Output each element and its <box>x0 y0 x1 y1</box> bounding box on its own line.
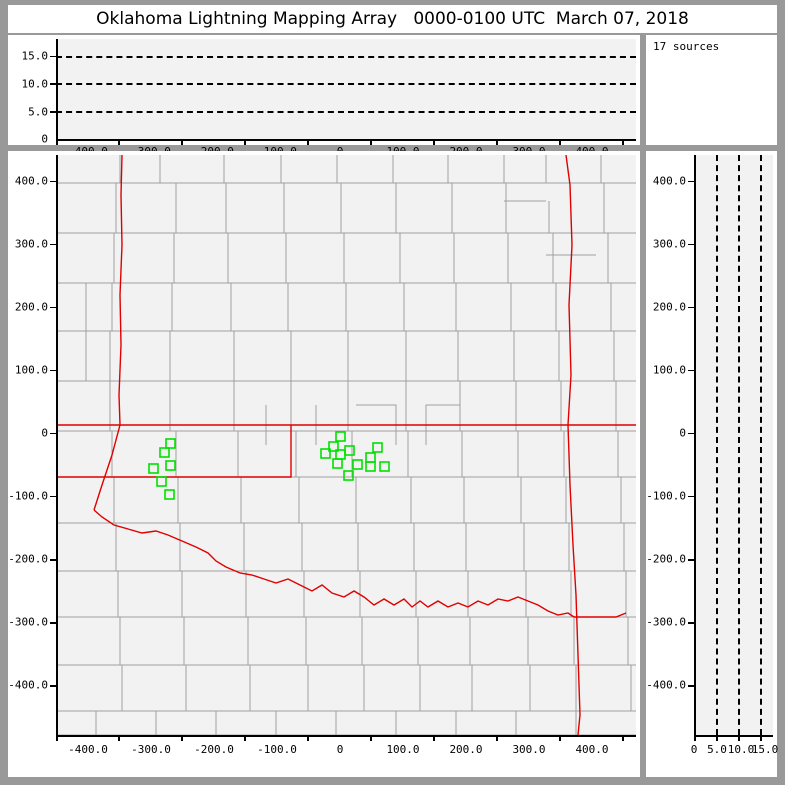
right-ytick-200: 200.0 <box>652 300 686 314</box>
right-xtick-0: 0 <box>690 743 698 756</box>
right-ytick-100: 100.0 <box>652 363 686 377</box>
top-x-axis <box>56 139 636 141</box>
map-ytick--400: -400.0 <box>8 678 48 692</box>
gridline-x-5 <box>715 155 718 735</box>
map-xtick-400: 400.0 <box>575 743 609 756</box>
map-xtick-300: 300.0 <box>512 743 546 756</box>
map-ytick-0: 0 <box>41 426 48 440</box>
right-ytick--300: -300.0 <box>646 615 686 629</box>
top-ytick-0: 0 <box>41 132 48 146</box>
right-altitude-panel: 400.0 300.0 200.0 100.0 0 -100.0 -200.0 … <box>646 151 779 777</box>
map-ytick--300: -300.0 <box>8 615 48 629</box>
right-xtick-5: 5.0 <box>707 743 727 756</box>
gridline-x-15 <box>759 155 762 735</box>
map-ytick-200: 200.0 <box>14 300 48 314</box>
top-altitude-panel: 15.0 10.0 5.0 0 -400.0 -300.0 -200.0 -10… <box>8 35 640 158</box>
map-ytick-300: 300.0 <box>14 237 48 251</box>
source-count-label: 17 sources <box>653 40 720 53</box>
right-ytick--100: -100.0 <box>646 489 686 503</box>
right-xtick-15: 15.0 <box>751 743 779 756</box>
map-xtick--400: -400.0 <box>68 743 108 756</box>
top-ytick-10: 10.0 <box>21 77 49 91</box>
county-boundaries <box>56 155 636 735</box>
map-xtick-100: 100.0 <box>386 743 420 756</box>
right-ytick--200: -200.0 <box>646 552 686 566</box>
map-xtick--200: -200.0 <box>194 743 234 756</box>
top-ytick-5: 5.0 <box>28 105 48 119</box>
title-bar: Oklahoma Lightning Mapping Array 0000-01… <box>8 5 777 33</box>
right-y-axis <box>694 155 696 735</box>
top-ytick-15: 15.0 <box>21 49 49 63</box>
right-plot-area <box>694 155 773 735</box>
gridline-15 <box>56 55 636 58</box>
map-y-axis <box>56 155 58 735</box>
main-map-panel[interactable]: 400.0 300.0 200.0 100.0 0 -100.0 -200.0 … <box>8 151 640 777</box>
right-ytick--400: -400.0 <box>646 678 686 692</box>
gridline-10 <box>56 83 636 86</box>
page-title: Oklahoma Lightning Mapping Array 0000-01… <box>96 9 689 29</box>
right-ytick-400: 400.0 <box>652 174 686 188</box>
right-xtick-10: 10.0 <box>727 743 755 756</box>
right-ytick-0: 0 <box>679 426 686 440</box>
lightning-source-markers <box>148 431 390 500</box>
state-boundaries <box>56 155 636 735</box>
top-y-axis <box>56 39 58 139</box>
map-xtick-200: 200.0 <box>449 743 483 756</box>
map-xtick--300: -300.0 <box>131 743 171 756</box>
map-ytick--200: -200.0 <box>8 552 48 566</box>
map-xtick--100: -100.0 <box>257 743 297 756</box>
right-x-axis <box>694 735 773 737</box>
right-ytick-300: 300.0 <box>652 237 686 251</box>
map-ytick--100: -100.0 <box>8 489 48 503</box>
map-xtick-0: 0 <box>336 743 344 756</box>
gridline-x-10 <box>737 155 740 735</box>
map-ytick-100: 100.0 <box>14 363 48 377</box>
source-count-panel: 17 sources <box>646 35 777 145</box>
map-x-axis <box>56 735 636 737</box>
gridline-5 <box>56 111 636 114</box>
map-plot-area[interactable] <box>56 155 636 735</box>
map-ytick-400: 400.0 <box>14 174 48 188</box>
map-graphic <box>56 155 636 735</box>
top-plot-area <box>56 39 636 139</box>
